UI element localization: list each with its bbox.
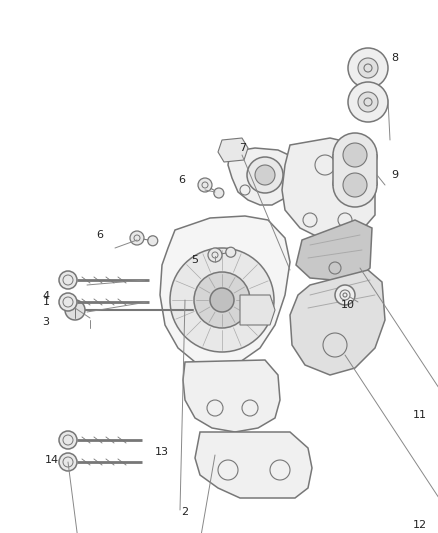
Circle shape bbox=[130, 231, 144, 245]
Circle shape bbox=[194, 272, 250, 328]
Text: 4: 4 bbox=[42, 291, 49, 301]
Circle shape bbox=[59, 293, 77, 311]
Circle shape bbox=[343, 143, 367, 167]
Circle shape bbox=[210, 288, 234, 312]
Circle shape bbox=[333, 163, 377, 207]
Circle shape bbox=[255, 165, 275, 185]
Polygon shape bbox=[282, 138, 375, 238]
Polygon shape bbox=[333, 155, 377, 185]
Text: 7: 7 bbox=[240, 143, 247, 153]
Polygon shape bbox=[218, 138, 248, 162]
Circle shape bbox=[59, 271, 77, 289]
Polygon shape bbox=[240, 295, 275, 325]
Polygon shape bbox=[228, 148, 300, 205]
Text: 2: 2 bbox=[181, 507, 189, 517]
Circle shape bbox=[198, 178, 212, 192]
Text: 6: 6 bbox=[96, 230, 103, 240]
Text: 1: 1 bbox=[42, 297, 49, 307]
Circle shape bbox=[343, 173, 367, 197]
Circle shape bbox=[358, 58, 378, 78]
Circle shape bbox=[358, 92, 378, 112]
Circle shape bbox=[65, 300, 85, 320]
Circle shape bbox=[170, 248, 274, 352]
Polygon shape bbox=[183, 360, 280, 432]
Circle shape bbox=[214, 188, 224, 198]
Text: 9: 9 bbox=[392, 170, 399, 180]
Circle shape bbox=[208, 248, 222, 262]
Circle shape bbox=[348, 82, 388, 122]
Text: 8: 8 bbox=[392, 53, 399, 63]
Text: 13: 13 bbox=[155, 447, 169, 457]
Circle shape bbox=[333, 133, 377, 177]
Circle shape bbox=[226, 247, 236, 257]
Text: 5: 5 bbox=[191, 255, 198, 265]
Polygon shape bbox=[296, 220, 372, 282]
Text: 12: 12 bbox=[413, 520, 427, 530]
Text: 11: 11 bbox=[413, 410, 427, 420]
Text: 6: 6 bbox=[179, 175, 186, 185]
Circle shape bbox=[348, 48, 388, 88]
Polygon shape bbox=[160, 216, 290, 368]
Polygon shape bbox=[290, 270, 385, 375]
Text: 3: 3 bbox=[42, 317, 49, 327]
Text: 10: 10 bbox=[341, 300, 355, 310]
Circle shape bbox=[247, 157, 283, 193]
Circle shape bbox=[59, 453, 77, 471]
Circle shape bbox=[335, 285, 355, 305]
Polygon shape bbox=[195, 432, 312, 498]
Circle shape bbox=[148, 236, 158, 246]
Text: 14: 14 bbox=[45, 455, 59, 465]
Circle shape bbox=[59, 431, 77, 449]
